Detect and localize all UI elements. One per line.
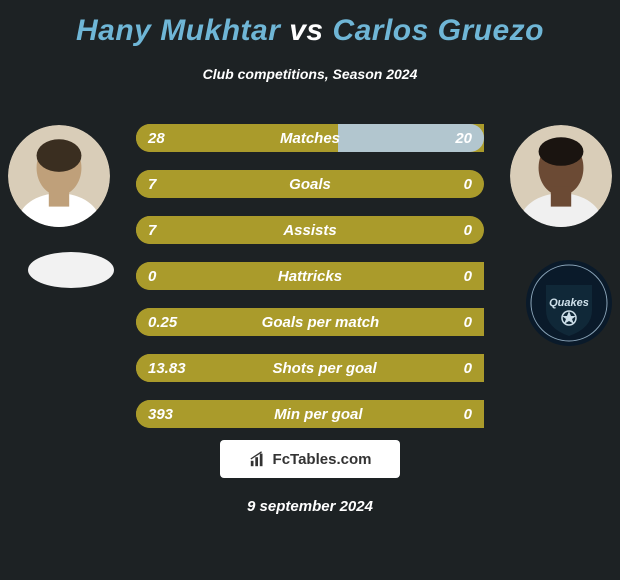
fctables-label: FcTables.com	[273, 451, 372, 468]
player1-club-logo	[28, 252, 114, 338]
stat-value-right: 0	[464, 406, 472, 423]
stat-value-right: 0	[464, 360, 472, 377]
chart-icon	[249, 450, 267, 468]
stats-bars: 28Matches207Goals07Assists00Hattricks00.…	[136, 124, 484, 446]
stat-value-left: 393	[148, 406, 173, 423]
stat-value-left: 13.83	[148, 360, 186, 377]
fctables-badge[interactable]: FcTables.com	[220, 440, 400, 478]
stat-row: 0Hattricks0	[136, 262, 484, 290]
stat-row: 7Goals0	[136, 170, 484, 198]
player1-name: Hany Mukhtar	[76, 14, 280, 47]
stat-value-left: 0	[148, 268, 156, 285]
stat-row: 7Assists0	[136, 216, 484, 244]
stat-label: Goals	[156, 176, 463, 193]
stat-value-left: 0.25	[148, 314, 177, 331]
stat-row: 28Matches20	[136, 124, 484, 152]
stat-value-left: 28	[148, 130, 165, 147]
comparison-card: Hany Mukhtar vs Carlos Gruezo Club compe…	[0, 0, 620, 580]
stat-row: 13.83Shots per goal0	[136, 354, 484, 382]
stat-value-right: 0	[464, 268, 472, 285]
stat-label: Goals per match	[177, 314, 463, 331]
stat-value-right: 0	[464, 176, 472, 193]
stat-value-left: 7	[148, 222, 156, 239]
title: Hany Mukhtar vs Carlos Gruezo	[8, 14, 612, 48]
stat-row: 393Min per goal0	[136, 400, 484, 428]
stat-value-right: 20	[455, 130, 472, 147]
stat-label: Matches	[165, 130, 456, 147]
player2-avatar	[510, 125, 612, 227]
stat-value-right: 0	[464, 314, 472, 331]
stat-value-left: 7	[148, 176, 156, 193]
stat-label: Hattricks	[156, 268, 463, 285]
stat-label: Min per goal	[173, 406, 464, 423]
stat-label: Assists	[156, 222, 463, 239]
player2-club-logo: Quakes	[526, 260, 612, 346]
svg-text:Quakes: Quakes	[549, 297, 589, 309]
stat-row: 0.25Goals per match0	[136, 308, 484, 336]
player2-name: Carlos Gruezo	[332, 14, 544, 47]
stat-label: Shots per goal	[186, 360, 464, 377]
date-label: 9 september 2024	[0, 498, 620, 515]
subtitle: Club competitions, Season 2024	[8, 66, 612, 82]
stat-value-right: 0	[464, 222, 472, 239]
vs-text: vs	[289, 14, 323, 47]
player1-avatar	[8, 125, 110, 227]
